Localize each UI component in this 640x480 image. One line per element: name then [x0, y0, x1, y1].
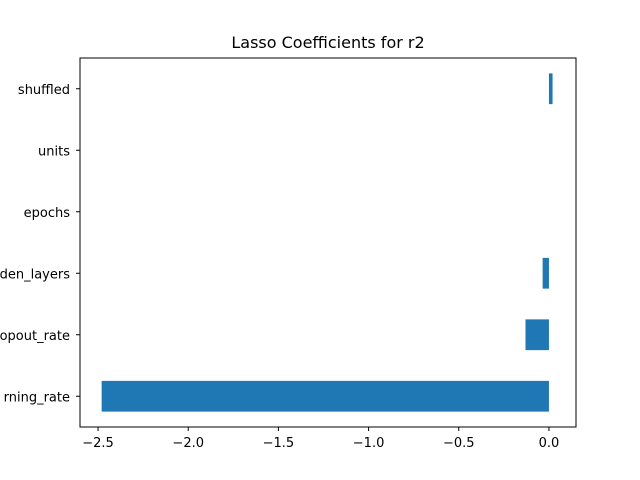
- x-tick-label: −2.0: [172, 436, 204, 451]
- chart-title: Lasso Coefficients for r2: [231, 33, 424, 52]
- y-tick-label: epochs: [24, 206, 71, 221]
- y-tick-label: units: [38, 144, 70, 159]
- bar-hidden_layers: [542, 257, 549, 289]
- y-tick-label: den_layers: [0, 267, 70, 282]
- x-tick-label: 0.0: [539, 436, 560, 451]
- y-tick-label: shuffled: [18, 83, 70, 98]
- x-tick-label: −2.5: [82, 436, 114, 451]
- bar-shuffled: [548, 73, 553, 105]
- y-tick-label: opout_rate: [0, 329, 70, 344]
- x-tick-label: −1.5: [263, 436, 295, 451]
- y-tick-group: rning_rate opout_rate den_layers epochs unit…: [0, 83, 80, 405]
- x-tick-label: −0.5: [443, 436, 475, 451]
- y-tick-label: rning_rate: [4, 390, 70, 405]
- bar-learning_rate: [101, 380, 549, 412]
- x-tick-label: −1.0: [353, 436, 385, 451]
- bar-dropout_rate: [525, 319, 549, 351]
- plot-frame: [79, 57, 577, 428]
- x-tick-group: −2.5 −2.0 −1.5 −1.0 −0.5 0.0: [82, 427, 559, 451]
- bar-group: [101, 73, 553, 412]
